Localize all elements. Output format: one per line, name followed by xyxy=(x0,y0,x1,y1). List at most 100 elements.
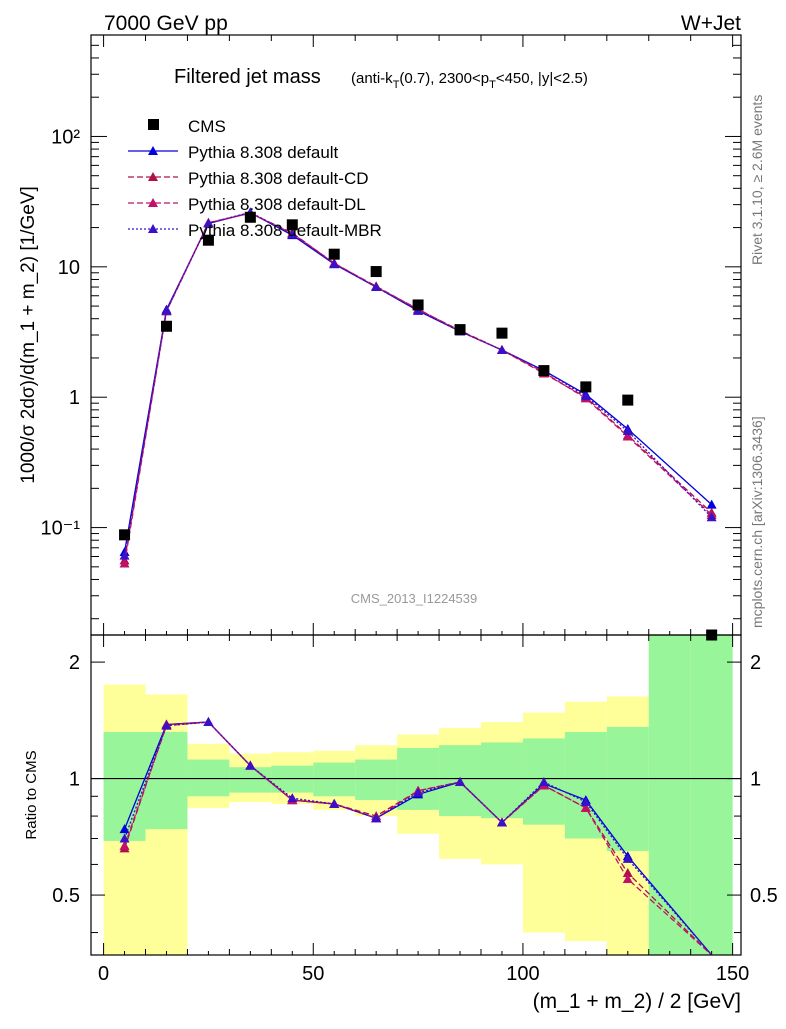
data-point xyxy=(454,324,466,336)
series-marker xyxy=(287,229,298,239)
header-energy: 7000 GeV pp xyxy=(104,12,228,35)
main-panel-ticks: 10⁻¹ 1 10 10² xyxy=(41,34,741,635)
series-marker xyxy=(706,512,717,522)
ratio-marker xyxy=(413,787,424,797)
legend-label: Pythia 8.308 default-MBR xyxy=(188,221,382,240)
stat-uncertainty-band xyxy=(145,731,188,830)
x-tick-label: 150 xyxy=(716,963,749,985)
data-point xyxy=(622,394,634,406)
stat-uncertainty-band xyxy=(690,635,733,955)
legend-label: Pythia 8.308 default xyxy=(188,143,339,162)
series-line xyxy=(123,212,713,564)
data-point xyxy=(286,219,298,231)
plot-title-detail: (anti-kT(0.7), 2300<pT<450, |y|<2.5) xyxy=(351,70,588,91)
series-marker xyxy=(119,550,130,560)
stat-uncertainty-band xyxy=(187,759,230,797)
legend-marker xyxy=(148,198,158,207)
y-tick-label: 10 xyxy=(58,257,80,279)
ratio-marker xyxy=(496,817,507,827)
ratio-marker xyxy=(245,760,256,770)
ratio-marker xyxy=(119,824,130,834)
ratio-line xyxy=(123,721,713,956)
series-marker xyxy=(203,218,214,228)
ratio-marker xyxy=(371,813,382,823)
stat-uncertainty-band xyxy=(355,759,398,801)
stat-uncertainty-band xyxy=(313,762,356,797)
data-point xyxy=(580,381,592,393)
ratio-marker xyxy=(580,802,591,812)
data-point xyxy=(160,320,172,332)
data-point xyxy=(496,327,508,339)
data-point xyxy=(202,234,214,246)
y-tick-label: 10² xyxy=(51,126,80,148)
legend-label: CMS xyxy=(188,117,226,136)
series-marker xyxy=(580,391,591,401)
legend-marker xyxy=(148,172,158,181)
legend: CMS Pythia 8.308 default Pythia 8.308 defa… xyxy=(128,117,382,240)
stat-uncertainty-band xyxy=(103,731,146,841)
data-point xyxy=(244,211,256,223)
ratio-panel-ticks: 0 50 100 150 0.5 0.5 1 1 2 2 xyxy=(52,635,778,985)
ratio-marker xyxy=(287,793,298,803)
series-marker xyxy=(371,282,382,292)
series-marker xyxy=(706,499,717,509)
series-line xyxy=(123,212,713,553)
y-tick-label: 1 xyxy=(69,387,80,409)
stat-uncertainty-band xyxy=(481,742,523,819)
main-y-axis-label: 1000/σ 2dσ)/d(m_1 + m_2) [1/GeV] xyxy=(18,186,39,484)
ratio-panel-frame xyxy=(90,634,742,956)
ratio-marker xyxy=(119,840,130,850)
rivet-version-label: Rivet 3.1.10, ≥ 2.6M events xyxy=(749,95,765,265)
data-point xyxy=(328,248,340,260)
data-point xyxy=(412,299,424,311)
ratio-marker xyxy=(161,720,172,730)
ratio-y-tick-label-right: 1 xyxy=(750,769,761,791)
ratio-y-tick-label: 1 xyxy=(69,769,80,791)
ratio-y-tick-label: 2 xyxy=(69,652,80,674)
series-marker xyxy=(622,431,633,441)
ratio-y-tick-label-right: 2 xyxy=(750,652,761,674)
ratio-marker xyxy=(622,853,633,863)
ratio-panel-series xyxy=(119,717,713,956)
stat-uncertainty-band xyxy=(229,767,272,793)
series-marker xyxy=(119,558,130,568)
main-panel-series xyxy=(119,207,718,641)
x-tick-label: 100 xyxy=(506,963,539,985)
series-marker xyxy=(161,305,172,315)
ratio-uncertainty-bands xyxy=(91,635,741,955)
analysis-watermark: CMS_2013_I1224539 xyxy=(351,591,478,606)
plot-title: Filtered jet mass xyxy=(174,66,321,88)
ratio-marker xyxy=(203,717,214,727)
ratio-y-axis-label: Ratio to CMS xyxy=(23,750,40,839)
header-process: W+Jet xyxy=(681,12,741,35)
series-line xyxy=(123,212,713,561)
y-tick-label: 10⁻¹ xyxy=(41,518,81,540)
series-marker xyxy=(622,426,633,436)
x-tick-label: 50 xyxy=(302,963,324,985)
ratio-y-tick-label: 0.5 xyxy=(52,885,80,907)
legend-marker xyxy=(148,224,158,233)
stat-uncertainty-band xyxy=(564,731,607,839)
series-line xyxy=(123,211,713,556)
data-point xyxy=(119,529,131,541)
ratio-marker xyxy=(455,776,466,786)
data-point xyxy=(538,365,550,377)
data-point xyxy=(370,266,382,278)
series-marker xyxy=(329,259,340,269)
ratio-marker xyxy=(580,796,591,806)
ratio-marker xyxy=(622,874,633,884)
mcplots-source-label: mcplots.cern.ch [arXiv:1306.3436] xyxy=(749,416,765,628)
stat-uncertainty-band xyxy=(606,726,649,851)
legend-marker-data xyxy=(148,119,159,130)
legend-label: Pythia 8.308 default-CD xyxy=(188,169,369,188)
ratio-y-tick-label-right: 0.5 xyxy=(750,885,778,907)
ratio-marker xyxy=(329,798,340,808)
x-axis-label: (m_1 + m_2) / 2 [GeV] xyxy=(533,990,741,1013)
stat-uncertainty-band xyxy=(648,635,691,955)
legend-label: Pythia 8.308 default-DL xyxy=(188,195,366,214)
legend-marker xyxy=(148,146,158,155)
ratio-marker xyxy=(119,833,130,843)
ratio-line xyxy=(123,721,713,956)
ratio-marker xyxy=(538,776,549,786)
